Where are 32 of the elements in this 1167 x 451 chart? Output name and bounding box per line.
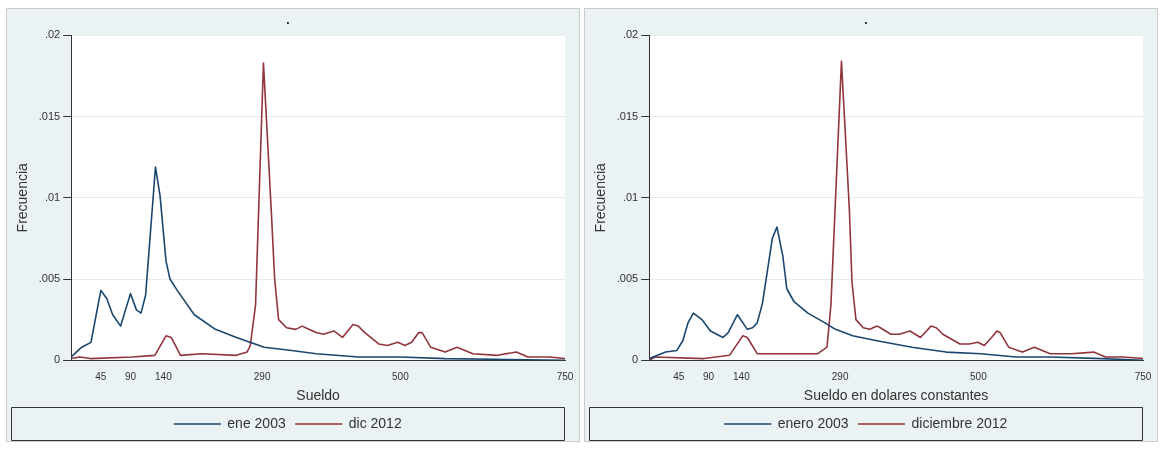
x-tick-label: 750 <box>556 370 574 382</box>
x-tick-label: 500 <box>392 370 410 382</box>
legend-label: enero 2003 <box>777 414 849 431</box>
x-tick-label: 45 <box>95 370 107 382</box>
y-tick-label: .015 <box>616 109 639 122</box>
y-axis-title: Frecuencia <box>14 162 31 233</box>
x-tick-label: 500 <box>970 370 988 382</box>
y-tick-label: .01 <box>44 190 61 203</box>
x-tick-label: 90 <box>124 370 137 382</box>
x-tick-label: 140 <box>155 370 173 382</box>
x-tick-label: 290 <box>831 370 849 382</box>
x-tick-label: 290 <box>253 370 271 382</box>
y-axis-title: Frecuencia <box>592 162 609 233</box>
y-tick-label: .005 <box>616 272 639 285</box>
y-tick-label: 0 <box>632 353 639 366</box>
x-tick-label: 90 <box>702 370 715 382</box>
legend-label: diciembre 2012 <box>911 414 1008 431</box>
legend-label: dic 2012 <box>348 414 402 431</box>
y-tick-label: 0 <box>54 353 61 366</box>
x-tick-label: 140 <box>733 370 751 382</box>
chart-title: . <box>864 12 868 27</box>
x-tick-label: 45 <box>673 370 685 382</box>
y-tick-label: .02 <box>44 28 61 41</box>
x-tick-label: 750 <box>1134 370 1152 382</box>
legend-label: ene 2003 <box>227 414 286 431</box>
x-axis-title: Sueldo en dolares constantes <box>803 387 989 404</box>
y-tick-label: .005 <box>38 272 61 285</box>
y-tick-label: .01 <box>622 190 639 203</box>
y-tick-label: .02 <box>622 28 639 41</box>
chart-title: . <box>286 12 290 27</box>
x-axis-title: Sueldo <box>296 387 341 404</box>
y-tick-label: .015 <box>38 109 61 122</box>
